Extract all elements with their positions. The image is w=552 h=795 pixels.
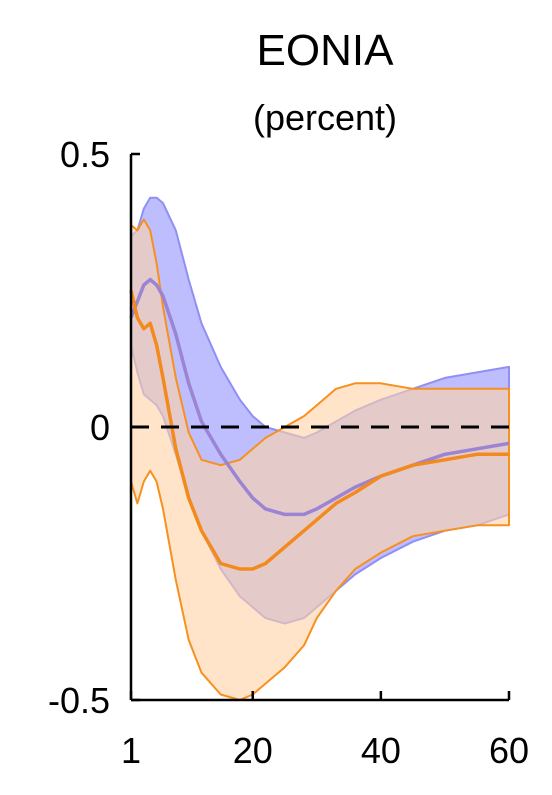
y-tick-label: 0.5 [60, 134, 110, 175]
chart-subtitle: (percent) [253, 97, 397, 138]
confidence-band-2 [130, 218, 510, 701]
x-tick-label: 1 [121, 730, 141, 771]
series-line-2 [129, 290, 509, 571]
plot-area [129, 196, 510, 701]
x-tick-label: 60 [489, 730, 529, 771]
y-tick-label: 0 [90, 407, 110, 448]
y-tick-label: -0.5 [48, 680, 110, 721]
axes: 0.5 0 -0.5 1 20 40 60 [48, 134, 529, 771]
x-tick-label: 40 [361, 730, 401, 771]
chart-title: EONIA [257, 26, 395, 75]
x-tick-label: 20 [233, 730, 273, 771]
